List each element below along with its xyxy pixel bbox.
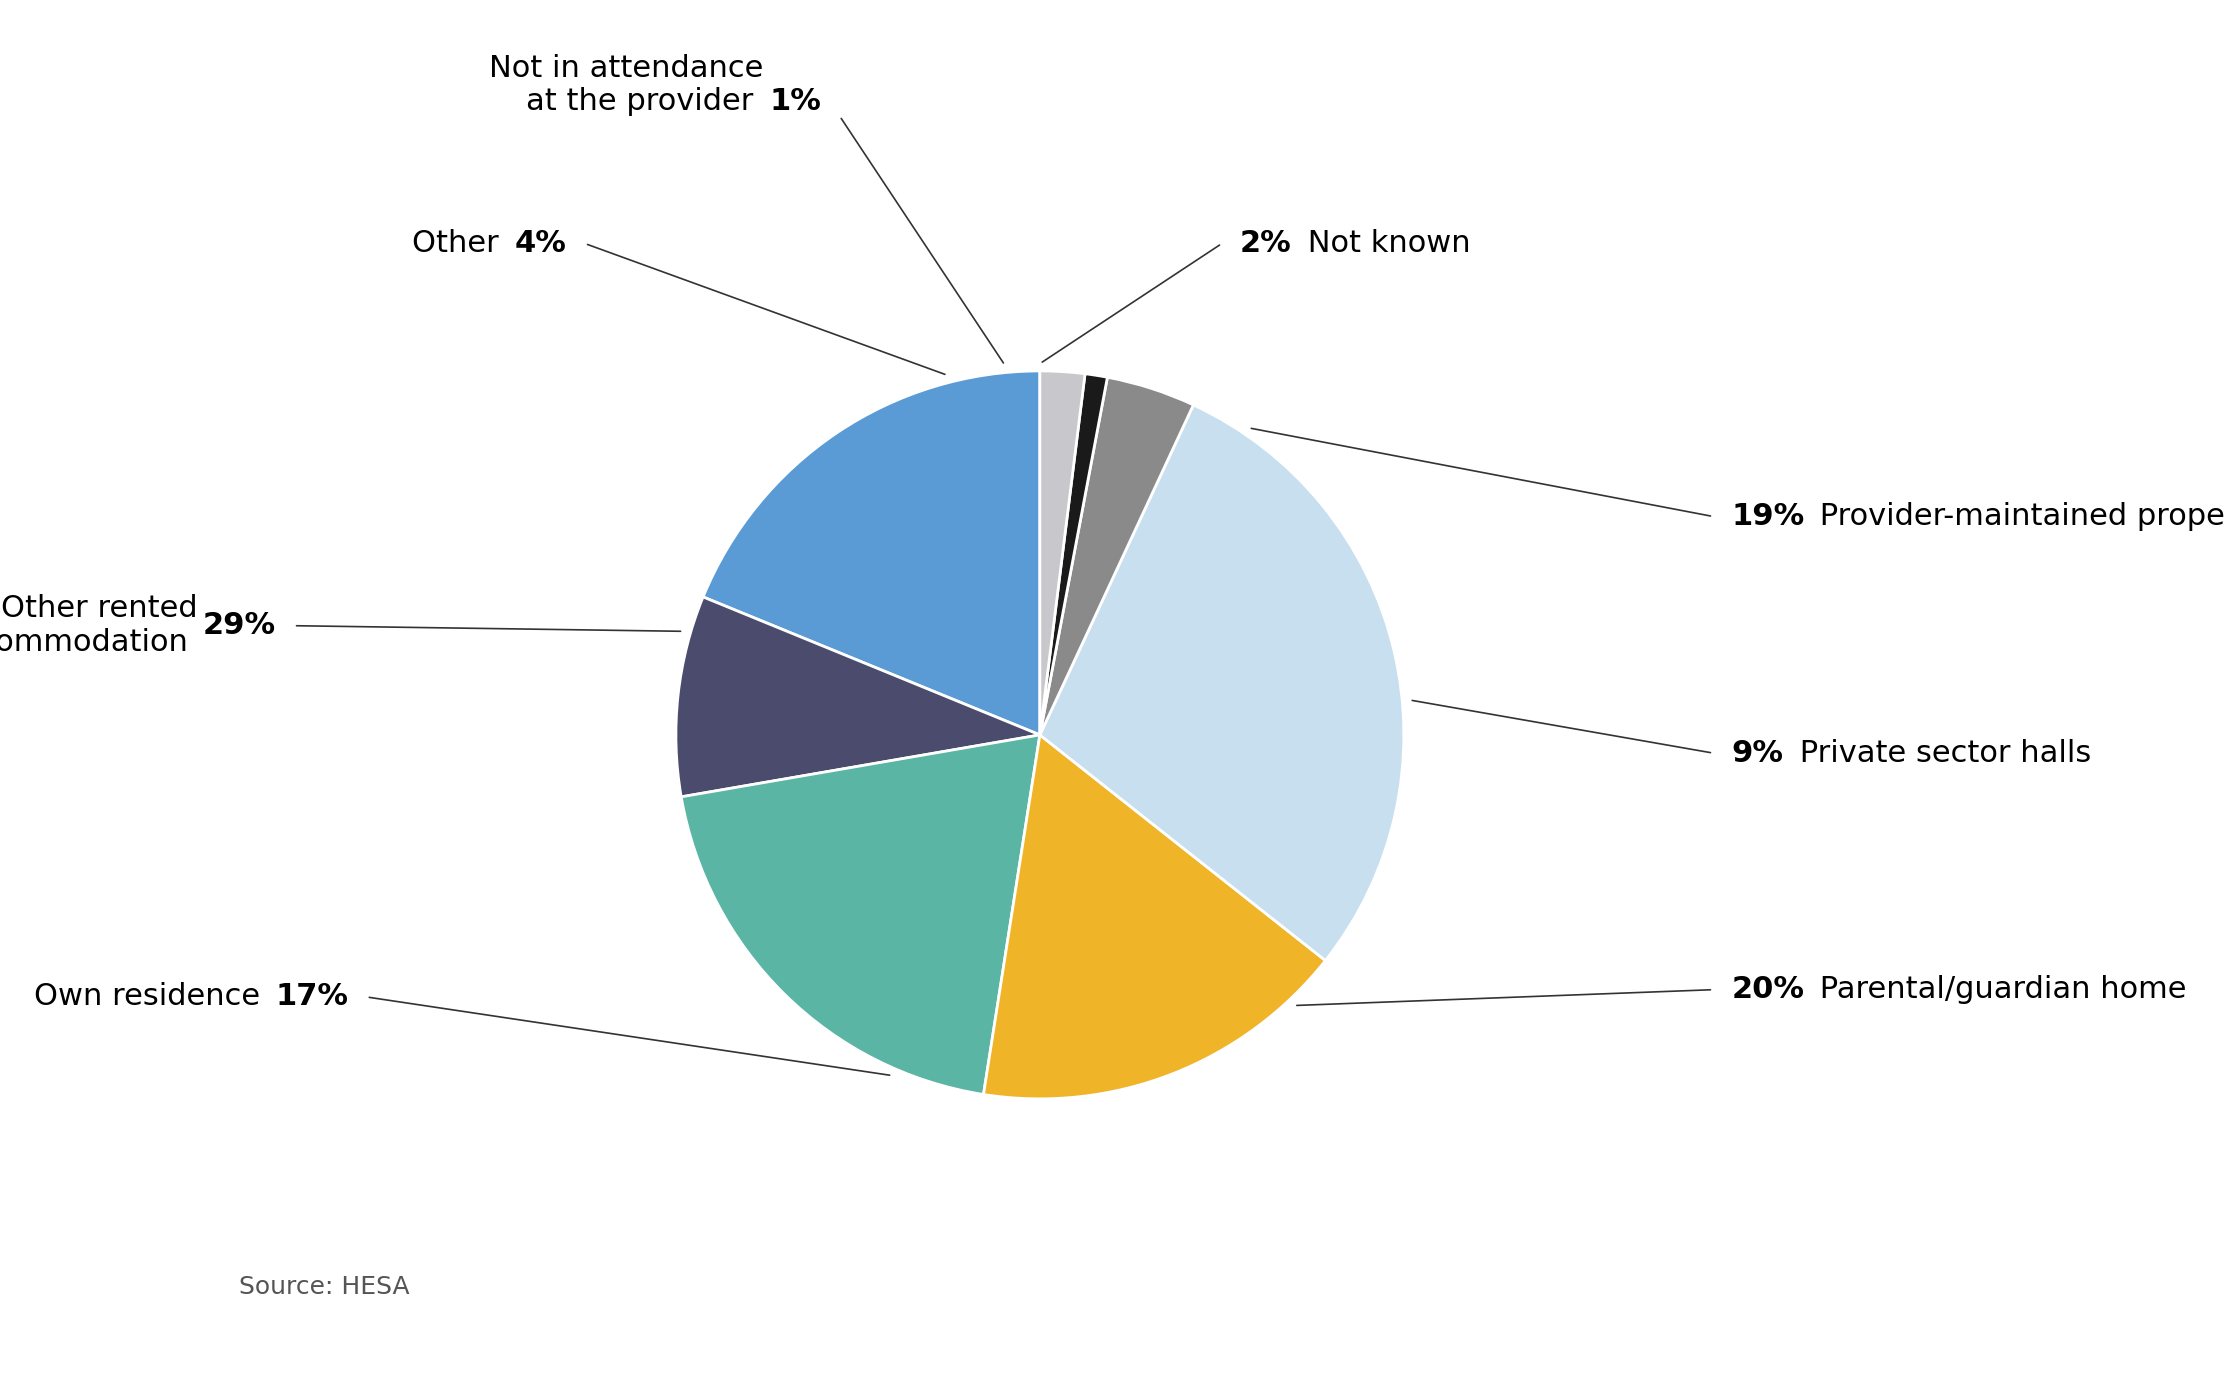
Text: Other rented
accommodation: Other rented accommodation [0,594,198,657]
Text: Not known: Not known [1298,229,1471,258]
Text: 1%: 1% [770,87,821,116]
Wedge shape [681,735,1040,1094]
Text: 2%: 2% [1240,229,1291,258]
Text: Provider-maintained property: Provider-maintained property [1810,502,2226,531]
Text: Own residence: Own residence [33,982,269,1011]
Text: Source: HESA: Source: HESA [238,1275,410,1299]
Text: 19%: 19% [1732,502,1805,531]
Text: 17%: 17% [276,982,347,1011]
Wedge shape [1040,374,1106,735]
Wedge shape [677,597,1040,796]
Wedge shape [1040,377,1193,735]
Text: Other: Other [412,229,508,258]
Text: Private sector halls: Private sector halls [1790,739,2090,767]
Text: 29%: 29% [203,612,276,640]
Text: 4%: 4% [514,229,568,258]
Wedge shape [703,372,1040,735]
Wedge shape [984,735,1324,1099]
Wedge shape [1040,372,1084,735]
Text: 9%: 9% [1732,739,1783,767]
Wedge shape [1040,405,1405,961]
Text: 20%: 20% [1732,975,1805,1004]
Text: Parental/guardian home: Parental/guardian home [1810,975,2186,1004]
Text: Not in attendance
at the provider: Not in attendance at the provider [490,53,764,116]
